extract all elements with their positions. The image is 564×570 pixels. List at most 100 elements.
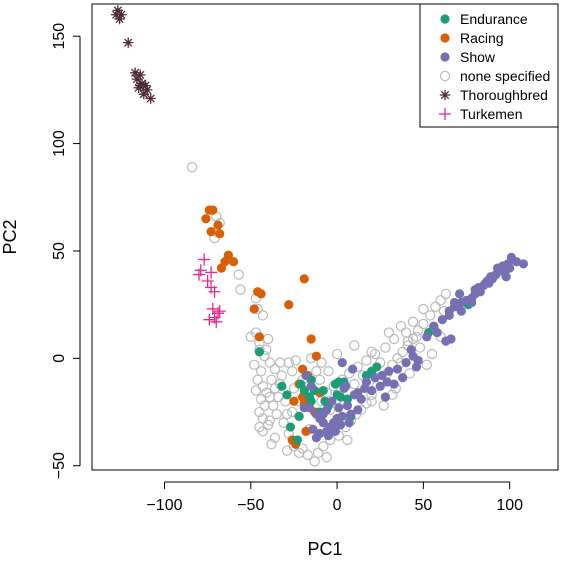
y-axis-title: PC2: [0, 219, 20, 254]
turkemen-point: [205, 266, 218, 279]
show-point: [389, 379, 399, 389]
show-point: [455, 289, 465, 299]
y-tick-label: 0: [51, 354, 68, 363]
y-tick-label: 50: [51, 242, 68, 260]
none-specified-point: [257, 310, 269, 321]
show-point: [311, 409, 321, 419]
show-point: [353, 405, 363, 415]
show-point: [306, 381, 316, 391]
show-point: [335, 420, 346, 430]
legend-markers: [439, 14, 451, 120]
turkemen-point: [203, 313, 216, 326]
racing-point: [216, 263, 227, 273]
legend-box: [419, 3, 559, 128]
none-specified-point: [342, 434, 353, 446]
show-point: [327, 396, 337, 406]
none-specified-point: [430, 301, 441, 312]
none-specified-point: [302, 449, 313, 461]
none-specified-point: [440, 288, 452, 300]
endurance-point: [292, 435, 302, 445]
show-point: [301, 370, 311, 381]
show-point: [382, 377, 392, 387]
none-specified-point: [331, 348, 343, 360]
turkemen-point: [201, 275, 214, 288]
show-point: [437, 315, 447, 325]
none-specified-point: [397, 346, 408, 358]
none-specified-point: [316, 357, 327, 368]
racing-point: [228, 257, 239, 267]
show-point: [341, 381, 351, 391]
show-point: [480, 278, 491, 288]
endurance-point: [332, 390, 342, 400]
none-specified-point: [400, 327, 412, 338]
show-point: [501, 272, 511, 282]
legend-marker-none-specified: [439, 70, 451, 82]
racing-point: [249, 304, 259, 314]
show-point: [384, 366, 394, 376]
show-point: [370, 373, 380, 383]
legend-marker-endurance: [440, 14, 450, 24]
racing-point: [289, 396, 299, 406]
legend: Endurance Racing Show none specified Tho…: [419, 3, 559, 128]
none-specified-point: [413, 325, 424, 336]
none-specified-point: [378, 400, 389, 411]
racing-point: [208, 205, 218, 215]
legend-label-thoroughbred: Thoroughbred: [460, 87, 548, 103]
racing-point: [301, 426, 311, 436]
turkemen-point: [198, 253, 211, 266]
none-specified-point: [264, 357, 275, 368]
show-point: [360, 383, 370, 393]
none-specified-point: [425, 310, 436, 321]
show-point: [422, 332, 432, 342]
none-specified-point: [404, 368, 415, 379]
none-specified-point: [273, 391, 284, 403]
turkemen-point: [213, 305, 226, 318]
show-point: [449, 297, 460, 308]
x-tick-label: 0: [333, 497, 342, 514]
racing-point: [215, 229, 225, 239]
show-point: [348, 364, 358, 374]
none-specified-point: [388, 333, 400, 345]
none-specified-point: [186, 162, 198, 173]
show-point: [411, 362, 422, 372]
show-point: [486, 272, 496, 282]
endurance-point: [294, 411, 304, 421]
show-point: [432, 327, 442, 338]
plot-frame: [91, 3, 559, 471]
none-specified-point: [266, 439, 277, 450]
none-specified-point: [268, 400, 279, 411]
none-specified-point: [281, 408, 293, 420]
none-specified-point: [418, 303, 429, 315]
show-point: [367, 385, 377, 396]
none-specified-point: [361, 355, 372, 366]
none-specified-point: [435, 295, 446, 306]
endurance-point: [318, 385, 328, 396]
thoroughbred-point: [114, 13, 125, 25]
none-specified-point: [274, 357, 286, 368]
none-specified-point: [235, 284, 246, 295]
none-specified-point: [395, 320, 407, 332]
x-tick-label: 50: [414, 497, 432, 514]
data-points-layer: [110, 5, 529, 467]
none-specified-point: [290, 355, 301, 366]
show-point: [444, 310, 454, 320]
racing-point: [311, 351, 321, 361]
show-point: [344, 418, 354, 428]
none-specified-point: [402, 335, 414, 347]
show-point: [401, 358, 411, 368]
none-specified-point: [297, 443, 308, 454]
none-specified-point: [411, 331, 422, 343]
endurance-point: [342, 394, 353, 404]
show-point: [398, 373, 408, 383]
racing-point: [206, 227, 216, 237]
endurance-point: [277, 381, 287, 391]
show-point: [342, 400, 353, 411]
racing-point: [284, 300, 294, 310]
racing-point: [213, 220, 223, 230]
endurance-point: [254, 347, 265, 357]
none-specified-point: [349, 340, 360, 351]
turkemen-point: [193, 268, 206, 281]
none-specified-point: [254, 406, 265, 418]
endurance-point: [296, 379, 306, 389]
